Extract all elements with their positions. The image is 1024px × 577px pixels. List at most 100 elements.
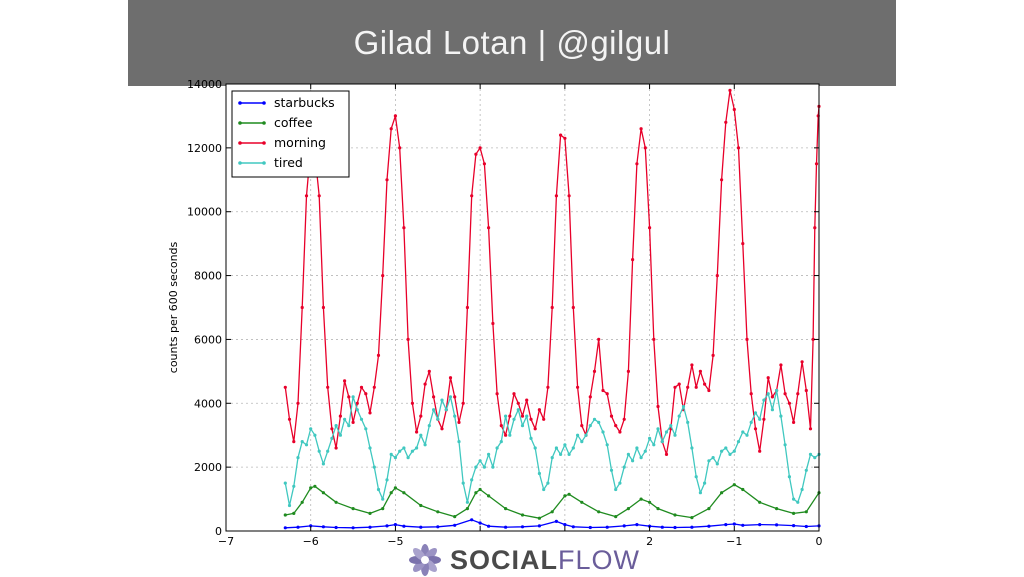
data-point-starbucks bbox=[724, 523, 728, 527]
data-point-tired bbox=[457, 440, 461, 444]
data-point-starbucks bbox=[504, 525, 508, 529]
data-point-morning bbox=[359, 385, 364, 389]
data-point-morning bbox=[423, 382, 427, 386]
data-point-tired bbox=[499, 440, 503, 444]
legend-label-coffee: coffee bbox=[274, 115, 313, 130]
data-point-tired bbox=[470, 478, 474, 482]
data-point-tired bbox=[300, 440, 304, 444]
data-point-tired bbox=[576, 433, 580, 437]
data-point-morning bbox=[351, 420, 355, 424]
data-point-morning bbox=[605, 392, 609, 396]
data-point-tired bbox=[326, 449, 330, 453]
legend-marker-tired bbox=[238, 161, 242, 165]
data-point-tired bbox=[330, 436, 334, 440]
data-point-starbucks bbox=[758, 523, 762, 527]
x-tick-label: −6 bbox=[303, 535, 319, 548]
data-point-tired bbox=[614, 487, 618, 492]
data-point-tired bbox=[732, 449, 736, 453]
data-point-coffee bbox=[389, 491, 393, 495]
data-point-morning bbox=[614, 424, 618, 428]
logo-text-bold: SOCIAL bbox=[450, 544, 559, 575]
data-point-morning bbox=[525, 398, 529, 402]
data-point-morning bbox=[576, 385, 580, 389]
data-point-morning bbox=[470, 194, 474, 198]
series-line-morning bbox=[284, 89, 820, 456]
data-point-morning bbox=[550, 305, 554, 310]
data-point-coffee bbox=[436, 510, 440, 514]
data-point-morning bbox=[546, 385, 550, 389]
data-point-morning bbox=[631, 258, 635, 262]
data-point-tired bbox=[724, 446, 728, 450]
data-point-morning bbox=[321, 305, 325, 310]
data-point-tired bbox=[563, 443, 567, 447]
data-point-morning bbox=[296, 401, 300, 405]
data-point-tired bbox=[626, 452, 631, 456]
data-point-starbucks bbox=[453, 523, 457, 527]
data-point-starbucks bbox=[321, 525, 325, 529]
data-point-morning bbox=[635, 162, 639, 166]
legend-label-morning: morning bbox=[274, 135, 326, 150]
data-point-morning bbox=[694, 385, 698, 389]
y-tick-label: 12000 bbox=[187, 142, 222, 155]
data-point-tired bbox=[491, 465, 495, 469]
data-point-tired bbox=[749, 420, 753, 424]
socialflow-logo: SOCIALFLOW bbox=[408, 544, 668, 576]
data-point-morning bbox=[330, 427, 334, 431]
data-point-coffee bbox=[487, 494, 491, 498]
data-point-tired bbox=[800, 487, 804, 492]
data-point-morning bbox=[766, 376, 770, 380]
data-point-starbucks bbox=[351, 526, 355, 530]
data-point-tired bbox=[694, 475, 698, 479]
legend-marker-starbucks bbox=[262, 101, 266, 105]
data-point-morning bbox=[368, 411, 372, 415]
x-tick-label: −7 bbox=[218, 535, 234, 548]
data-point-tired bbox=[292, 484, 296, 488]
data-point-tired bbox=[783, 443, 787, 447]
logo-text: SOCIALFLOW bbox=[450, 545, 640, 576]
data-point-tired bbox=[355, 408, 359, 412]
data-point-coffee bbox=[775, 507, 779, 511]
legend-marker-coffee bbox=[238, 121, 242, 125]
data-point-tired bbox=[745, 433, 749, 437]
data-point-tired bbox=[643, 449, 647, 453]
data-point-morning bbox=[385, 178, 389, 182]
data-point-coffee bbox=[741, 487, 745, 492]
data-point-starbucks bbox=[537, 524, 542, 528]
data-point-tired bbox=[567, 452, 571, 456]
data-point-tired bbox=[317, 449, 321, 453]
data-point-coffee bbox=[465, 507, 469, 511]
data-point-morning bbox=[728, 88, 732, 92]
data-point-tired bbox=[703, 481, 707, 485]
data-point-starbucks bbox=[660, 525, 664, 529]
data-point-coffee bbox=[368, 511, 372, 515]
y-axis-label: counts per 600 seconds bbox=[167, 241, 180, 373]
data-point-morning bbox=[664, 452, 669, 456]
data-point-coffee bbox=[758, 500, 762, 504]
data-point-tired bbox=[546, 481, 550, 485]
data-point-tired bbox=[283, 481, 287, 485]
data-point-starbucks bbox=[673, 525, 677, 530]
legend-marker-tired bbox=[262, 161, 266, 165]
data-point-tired bbox=[779, 414, 783, 418]
data-point-tired bbox=[775, 388, 779, 393]
data-point-morning bbox=[652, 337, 656, 341]
data-point-tired bbox=[741, 430, 745, 434]
data-point-starbucks bbox=[419, 525, 423, 529]
data-point-morning bbox=[811, 337, 815, 341]
data-point-morning bbox=[554, 194, 559, 198]
data-point-tired bbox=[770, 408, 775, 412]
data-point-tired bbox=[639, 456, 643, 460]
data-point-tired bbox=[537, 471, 542, 476]
data-point-tired bbox=[376, 487, 381, 492]
data-point-morning bbox=[512, 392, 516, 396]
data-point-morning bbox=[326, 385, 330, 389]
data-point-tired bbox=[461, 481, 465, 485]
data-point-tired bbox=[796, 500, 800, 504]
data-point-tired bbox=[609, 468, 614, 472]
data-point-coffee bbox=[792, 511, 796, 515]
data-point-starbucks bbox=[605, 525, 609, 529]
data-point-starbucks bbox=[520, 525, 525, 529]
data-point-tired bbox=[321, 462, 325, 466]
data-point-morning bbox=[529, 417, 533, 421]
data-point-coffee bbox=[690, 516, 694, 520]
